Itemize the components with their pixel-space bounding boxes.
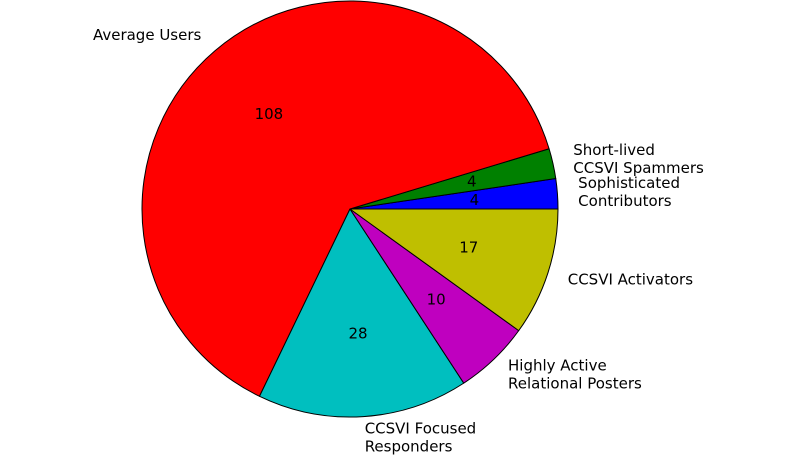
pie-slice-5: [349, 208, 559, 332]
pie-slice-2: [141, 0, 550, 397]
pie-value-label-4: 10: [427, 290, 446, 308]
pie-slice-label-3-line-1: Responders: [365, 437, 453, 455]
pie-value-label-0: 4: [470, 191, 480, 209]
pie-value-label-5: 17: [459, 238, 478, 256]
pie-slice-label-4-line-1: Relational Posters: [508, 374, 642, 392]
pie-slice-label-1: Short-lived CCSVI Spammers: [573, 141, 704, 177]
pie-slice-label-5-line-0: CCSVI Activators: [568, 270, 694, 288]
pie-value-label-2: 108: [255, 105, 284, 123]
pie-slice-label-0-line-0: Sophisticated: [578, 174, 680, 192]
pie-slice-label-3: CCSVI Focused Responders: [365, 419, 477, 455]
pie-slice-label-4: Highly Active Relational Posters: [508, 356, 642, 392]
pie-slice-label-0: Sophisticated Contributors: [578, 174, 680, 210]
pie-slice-label-4-line-0: Highly Active: [508, 356, 607, 374]
pie-slice-label-2: Average Users: [93, 26, 202, 44]
pie-slice-3: [259, 208, 465, 418]
pie-slice-label-1-line-0: Short-lived: [573, 141, 655, 159]
pie-slice-label-3-line-0: CCSVI Focused: [365, 419, 477, 437]
pie-slice-label-0-line-1: Contributors: [578, 192, 672, 210]
pie-slice-label-2-line-0: Average Users: [93, 26, 202, 44]
pie-slices: [141, 0, 559, 418]
pie-value-label-1: 4: [467, 173, 477, 191]
pie-slice-label-5: CCSVI Activators: [568, 270, 694, 288]
pie-value-label-3: 28: [348, 325, 367, 343]
pie-slice-label-1-line-1: CCSVI Spammers: [573, 159, 704, 177]
pie-value-labels: 44 108 28 10 17: [255, 105, 480, 342]
